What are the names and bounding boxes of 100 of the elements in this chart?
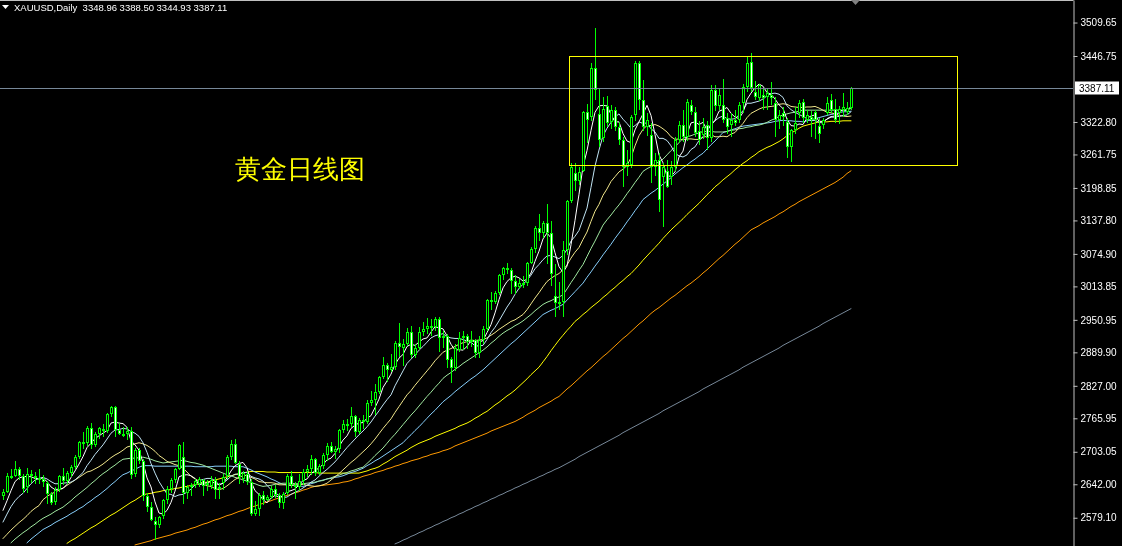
candlestick: [194, 478, 197, 489]
candlestick: [314, 457, 317, 477]
candlestick: [814, 109, 817, 140]
candlestick: [786, 117, 789, 159]
candlestick: [166, 485, 169, 505]
line-series: [394, 308, 852, 545]
y-tick-label: 3137.80: [1080, 215, 1118, 227]
candlestick: [302, 468, 305, 486]
candlestick: [782, 107, 785, 127]
candlestick: [286, 473, 289, 496]
candlestick: [482, 325, 485, 345]
candlestick: [70, 464, 73, 478]
candlestick: [510, 267, 513, 295]
candlestick: [522, 275, 525, 289]
y-tick-label: 2642.00: [1080, 478, 1118, 490]
candlestick: [46, 480, 49, 505]
candlestick: [146, 492, 149, 513]
y-tick-label: 2703.05: [1080, 446, 1118, 458]
candlestick: [546, 203, 549, 265]
candlestick: [234, 438, 237, 465]
candlestick: [74, 454, 77, 470]
candlestick: [66, 470, 69, 485]
candlestick: [774, 96, 777, 138]
candlestick: [514, 274, 517, 295]
y-tick-label: 3074.90: [1080, 248, 1118, 260]
candlestick: [834, 98, 837, 124]
candlestick: [306, 464, 309, 478]
candlestick: [86, 425, 89, 447]
y-tick-label: 2889.90: [1080, 347, 1118, 359]
candlestick: [54, 486, 57, 506]
candlestick: [618, 121, 621, 146]
candlestick: [50, 491, 53, 506]
chart-title: XAUUSD,Daily 3348.96 3388.50 3344.93 3387.11: [14, 2, 228, 13]
y-tick-label: 3198.85: [1080, 182, 1118, 194]
candlestick: [742, 83, 745, 114]
candlestick: [802, 98, 805, 124]
candlestick: [374, 383, 377, 416]
candlestick: [122, 426, 125, 438]
candlestick: [282, 491, 285, 510]
candlestick: [154, 516, 157, 541]
candlestick: [570, 162, 573, 204]
candlestick: [526, 261, 529, 287]
candlestick: [430, 318, 433, 337]
candlestick: [498, 273, 501, 296]
candlestick: [274, 484, 277, 499]
y-tick-label: 3261.75: [1080, 149, 1118, 161]
candlestick: [378, 375, 381, 395]
candlestick: [850, 86, 853, 111]
candlestick: [206, 479, 209, 492]
candlestick: [478, 335, 481, 359]
candlestick: [466, 333, 469, 350]
candlestick: [410, 325, 413, 359]
candlestick: [746, 55, 749, 93]
annotation: 黄金日线图: [235, 154, 365, 184]
candlestick: [326, 442, 329, 462]
candlestick: [142, 458, 145, 502]
candlestick: [114, 405, 117, 438]
candlestick: [794, 107, 797, 135]
candlestick: [518, 278, 521, 290]
candlestick: [26, 467, 29, 494]
candlestick: [170, 477, 173, 494]
candlestick: [190, 482, 193, 497]
candlestick: [622, 136, 625, 188]
candlestick: [382, 356, 385, 380]
candlestick: [550, 220, 553, 287]
candlestick: [810, 110, 813, 138]
candlestick: [118, 422, 121, 436]
candlestick: [370, 390, 373, 407]
candlestick: [798, 99, 801, 119]
candlestick: [738, 101, 741, 124]
candlestick: [238, 460, 241, 485]
y-tick-label: 2950.95: [1080, 314, 1118, 326]
candlestick: [818, 117, 821, 144]
candlestick: [686, 98, 689, 142]
candlestick: [346, 418, 349, 432]
candlestick: [38, 468, 41, 485]
y-tick-label: 3509.65: [1080, 17, 1118, 29]
candlestick: [130, 426, 133, 480]
candlestick: [422, 321, 425, 337]
y-tick-label: 2579.10: [1080, 512, 1118, 524]
candlestick: [502, 266, 505, 281]
candlestick: [342, 419, 345, 434]
candlestick: [650, 122, 653, 184]
candlestick: [150, 501, 153, 522]
candlestick: [762, 88, 765, 111]
candlestick: [214, 476, 217, 500]
candlestick: [2, 488, 5, 501]
y-tick-label: 3446.75: [1080, 50, 1118, 62]
candlestick: [34, 471, 37, 485]
candlestick: [322, 452, 325, 470]
candlestick: [826, 96, 829, 116]
candlestick: [278, 492, 281, 509]
candlestick: [270, 485, 273, 500]
y-tick-label: 3013.85: [1080, 281, 1118, 293]
candlestick: [338, 428, 341, 454]
candlestick: [366, 399, 369, 425]
candlestick: [562, 240, 565, 318]
candlestick: [358, 417, 361, 435]
candlestick: [266, 494, 269, 502]
candlestick: [174, 467, 177, 484]
